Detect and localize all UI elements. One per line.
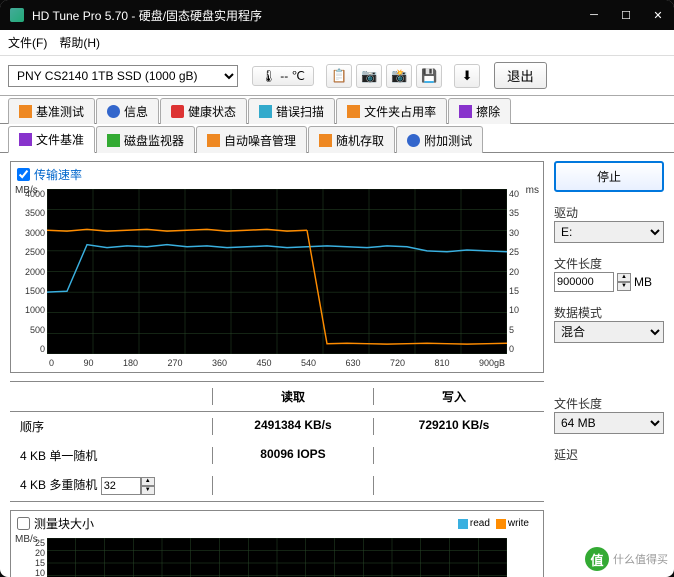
tab-row-1: 基准测试信息健康状态错误扫描文件夹占用率擦除 [0, 96, 674, 124]
spin-down[interactable]: ▼ [617, 282, 631, 291]
tab-擦除[interactable]: 擦除 [448, 98, 511, 124]
drive-label: 驱动 [554, 204, 664, 221]
tab-文件夹占用率[interactable]: 文件夹占用率 [336, 98, 447, 124]
data-mode-select[interactable]: 混合 [554, 321, 664, 343]
tab-随机存取[interactable]: 随机存取 [308, 126, 395, 153]
tab-icon [259, 105, 272, 118]
side-panel: 停止 驱动 E: 文件长度 ▲▼ MB 数据模式 混合 文件长度 64 MB [554, 161, 664, 569]
menubar: 文件(F) 帮助(H) [0, 30, 674, 56]
write-header: 写入 [374, 388, 544, 405]
tab-icon [459, 105, 472, 118]
thread-count-input[interactable] [101, 477, 141, 495]
file-length-input[interactable] [554, 272, 614, 292]
app-icon [10, 8, 24, 22]
maximize-button[interactable]: ☐ [620, 9, 632, 21]
tab-icon [347, 105, 360, 118]
tab-icon [171, 105, 184, 118]
block-size-checkbox[interactable] [17, 517, 30, 530]
tab-icon [207, 134, 220, 147]
file-length-2-label: 文件长度 [554, 395, 664, 412]
transfer-chart: 40003500300025002000150010005000 4035302… [47, 189, 507, 354]
transfer-rate-checkbox[interactable] [17, 168, 30, 181]
save-icon[interactable]: 💾 [416, 64, 442, 88]
screenshot-icon[interactable]: 📷 [356, 64, 382, 88]
read-header: 读取 [212, 388, 374, 405]
settings-icon[interactable]: ⬇ [454, 64, 480, 88]
window-title: HD Tune Pro 5.70 - 硬盘/固态硬盘实用程序 [32, 7, 588, 24]
delay-label: 延迟 [554, 446, 664, 463]
copy-icon[interactable]: 📋 [326, 64, 352, 88]
temperature-display: 🌡 -- ℃ [252, 66, 314, 86]
drive-letter-select[interactable]: E: [554, 221, 664, 243]
tab-基准测试[interactable]: 基准测试 [8, 98, 95, 124]
file-length-label: 文件长度 [554, 255, 664, 272]
toolbar: PNY CS2140 1TB SSD (1000 gB) 🌡 -- ℃ 📋 📷 … [0, 56, 674, 96]
transfer-rate-label: 传输速率 [34, 166, 82, 183]
tab-icon [107, 134, 120, 147]
drive-select[interactable]: PNY CS2140 1TB SSD (1000 gB) [8, 65, 238, 87]
tab-icon [407, 134, 420, 147]
titlebar: HD Tune Pro 5.70 - 硬盘/固态硬盘实用程序 ─ ☐ ✕ [0, 0, 674, 30]
minimize-button[interactable]: ─ [588, 9, 600, 21]
data-mode-label: 数据模式 [554, 304, 664, 321]
camera-icon[interactable]: 📸 [386, 64, 412, 88]
menu-help[interactable]: 帮助(H) [59, 34, 100, 51]
tab-附加测试[interactable]: 附加测试 [396, 126, 483, 153]
tab-错误扫描[interactable]: 错误扫描 [248, 98, 335, 124]
tab-磁盘监视器[interactable]: 磁盘监视器 [96, 126, 195, 153]
block-size-label: 测量块大小 [34, 515, 94, 532]
result-row: 4 KB 多重随机 ▲▼ [10, 470, 544, 501]
tab-row-2: 文件基准磁盘监视器自动噪音管理随机存取附加测试 [0, 124, 674, 153]
result-row: 顺序2491384 KB/s729210 KB/s [10, 412, 544, 441]
tab-自动噪音管理[interactable]: 自动噪音管理 [196, 126, 307, 153]
tab-icon [107, 105, 120, 118]
tab-icon [19, 133, 32, 146]
tab-icon [319, 134, 332, 147]
results-table: 读取 写入 顺序2491384 KB/s729210 KB/s4 KB 单一随机… [10, 381, 544, 502]
tab-信息[interactable]: 信息 [96, 98, 159, 124]
menu-file[interactable]: 文件(F) [8, 34, 47, 51]
thermometer-icon: 🌡 [261, 69, 276, 83]
result-row: 4 KB 单一随机80096 IOPS [10, 441, 544, 470]
tab-健康状态[interactable]: 健康状态 [160, 98, 247, 124]
stop-button[interactable]: 停止 [554, 161, 664, 192]
exit-button[interactable]: 退出 [494, 62, 547, 89]
tab-文件基准[interactable]: 文件基准 [8, 126, 95, 153]
file-length-2-select[interactable]: 64 MB [554, 412, 664, 434]
close-button[interactable]: ✕ [652, 9, 664, 21]
block-size-chart: 252015105 [47, 538, 507, 577]
spin-up[interactable]: ▲ [617, 273, 631, 282]
tab-icon [19, 105, 32, 118]
